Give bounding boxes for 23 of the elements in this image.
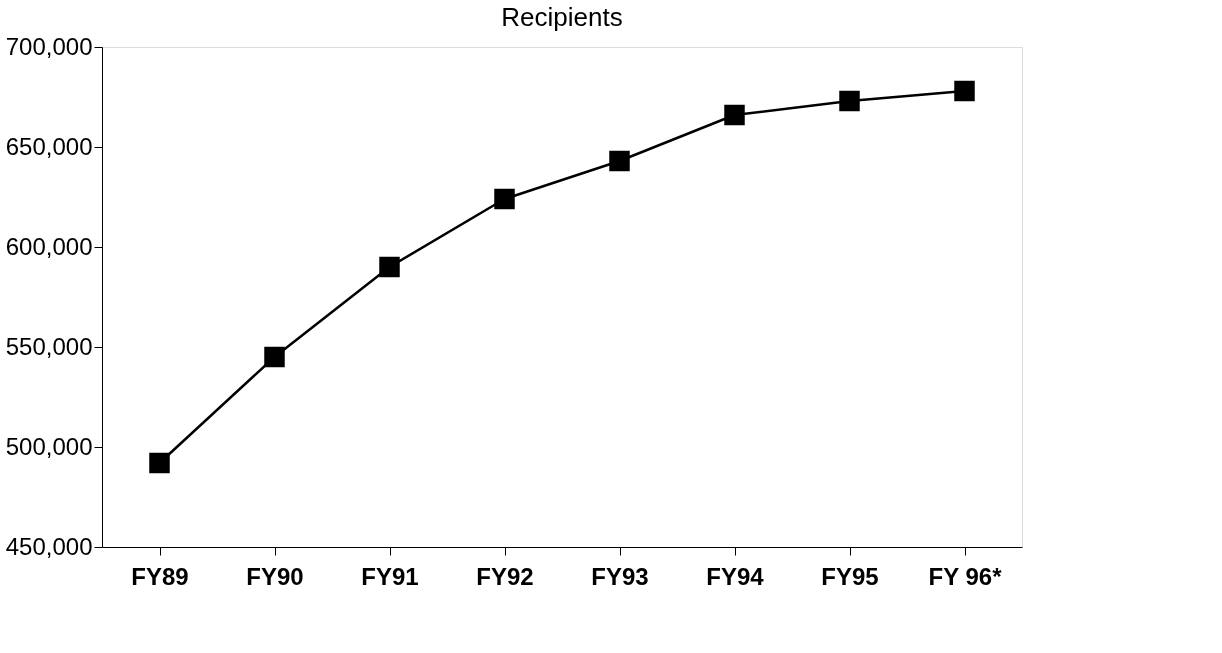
y-tick-label: 550,000 [5, 332, 93, 360]
point [954, 80, 975, 102]
x-tick-label: FY93 [591, 562, 649, 590]
point [149, 452, 170, 474]
x-tick-label: FY92 [476, 562, 534, 590]
x-tick-label: FY94 [706, 562, 765, 590]
point [264, 346, 285, 368]
chart-title: Recipients [501, 2, 623, 32]
x-tick-label: FY89 [131, 562, 189, 590]
point [494, 188, 515, 210]
point [839, 90, 860, 112]
point [724, 104, 745, 126]
x-tick-label: FY95 [821, 562, 879, 590]
y-tick-label: 650,000 [5, 132, 93, 160]
y-tick-label: 450,000 [5, 532, 93, 560]
point [379, 256, 400, 278]
x-tick-label: FY91 [361, 562, 419, 590]
x-tick-label: FY90 [246, 562, 304, 590]
x-tick-label: FY 96* [928, 562, 1003, 590]
y-tick-label: 700,000 [5, 32, 93, 60]
y-tick-label: 600,000 [5, 232, 93, 260]
point [609, 150, 630, 172]
y-tick-label: 500,000 [5, 432, 93, 460]
